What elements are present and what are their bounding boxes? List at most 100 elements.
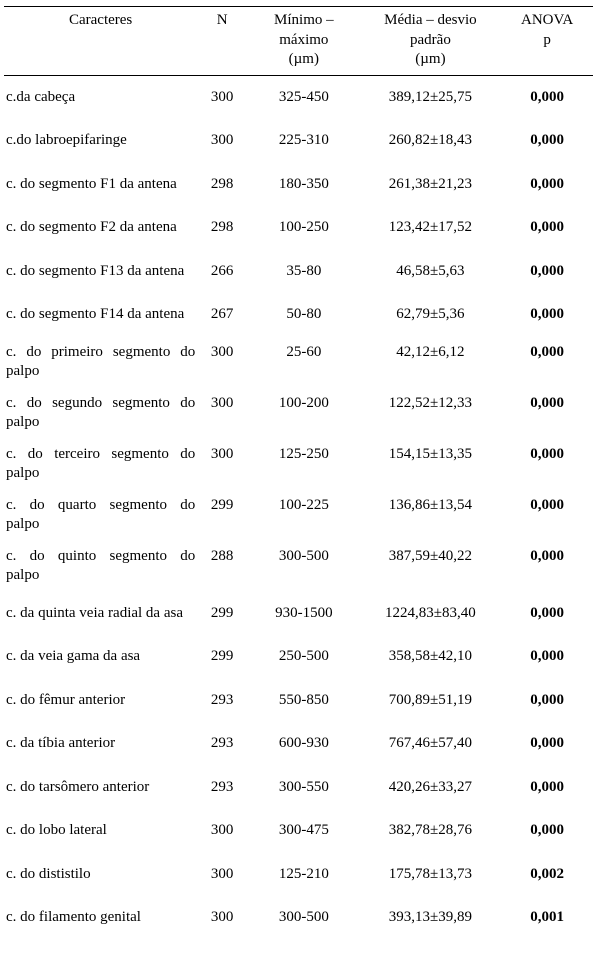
cell-mean-sd: 154,15±13,35 bbox=[360, 439, 502, 490]
cell-anova-p: 0,000 bbox=[501, 635, 593, 679]
cell-min-max: 300-500 bbox=[248, 541, 360, 592]
cell-n: 293 bbox=[196, 679, 248, 723]
table-row: c.do labroepifaringe300225-310260,82±18,… bbox=[4, 119, 593, 163]
cell-n: 266 bbox=[196, 250, 248, 294]
cell-mean-sd: 382,78±28,76 bbox=[360, 809, 502, 853]
cell-mean-sd: 46,58±5,63 bbox=[360, 250, 502, 294]
table-row: c. da veia gama da asa299250-500358,58±4… bbox=[4, 635, 593, 679]
cell-anova-p: 0,002 bbox=[501, 853, 593, 897]
cell-n: 299 bbox=[196, 635, 248, 679]
cell-min-max: 125-250 bbox=[248, 439, 360, 490]
header-mean-sd-l2: padrão bbox=[410, 32, 451, 48]
cell-min-max: 550-850 bbox=[248, 679, 360, 723]
cell-n: 298 bbox=[196, 163, 248, 207]
table-row: c. do segmento F14 da antena26750-8062,7… bbox=[4, 293, 593, 337]
cell-anova-p: 0,000 bbox=[501, 490, 593, 541]
cell-anova-p: 0,000 bbox=[501, 439, 593, 490]
header-mean-sd-l1: Média – desvio bbox=[384, 12, 476, 28]
table-header: Caracteres N Mínimo – máximo (µm) Média … bbox=[4, 7, 593, 76]
cell-n: 300 bbox=[196, 853, 248, 897]
page: Caracteres N Mínimo – máximo (µm) Média … bbox=[0, 0, 597, 960]
cell-caracter: c. do segmento F2 da antena bbox=[4, 206, 196, 250]
cell-n: 300 bbox=[196, 809, 248, 853]
cell-caracter: c. do segmento F1 da antena bbox=[4, 163, 196, 207]
cell-n: 300 bbox=[196, 388, 248, 439]
cell-caracter: c. do terceiro segmento dopalpo bbox=[4, 439, 196, 490]
cell-anova-p: 0,000 bbox=[501, 541, 593, 592]
cell-min-max: 930-1500 bbox=[248, 592, 360, 636]
cell-mean-sd: 358,58±42,10 bbox=[360, 635, 502, 679]
cell-mean-sd: 42,12±6,12 bbox=[360, 337, 502, 388]
table-row: c. do terceiro segmento dopalpo300125-25… bbox=[4, 439, 593, 490]
cell-mean-sd: 136,86±13,54 bbox=[360, 490, 502, 541]
cell-mean-sd: 387,59±40,22 bbox=[360, 541, 502, 592]
cell-caracter-line1: c. do quarto segmento do bbox=[6, 496, 195, 516]
cell-n: 299 bbox=[196, 592, 248, 636]
cell-anova-p: 0,000 bbox=[501, 809, 593, 853]
header-mean-sd: Média – desvio padrão (µm) bbox=[360, 7, 502, 71]
cell-caracter-line1: c. do terceiro segmento do bbox=[6, 445, 195, 465]
cell-anova-p: 0,000 bbox=[501, 206, 593, 250]
cell-caracter: c. da tíbia anterior bbox=[4, 722, 196, 766]
cell-anova-p: 0,000 bbox=[501, 388, 593, 439]
cell-n: 293 bbox=[196, 766, 248, 810]
cell-caracter-line1: c. do segundo segmento do bbox=[6, 394, 195, 414]
cell-min-max: 35-80 bbox=[248, 250, 360, 294]
cell-min-max: 100-250 bbox=[248, 206, 360, 250]
cell-caracter: c. do dististilo bbox=[4, 853, 196, 897]
cell-mean-sd: 1224,83±83,40 bbox=[360, 592, 502, 636]
cell-n: 288 bbox=[196, 541, 248, 592]
cell-min-max: 100-200 bbox=[248, 388, 360, 439]
cell-caracter-line2: palpo bbox=[6, 362, 195, 382]
cell-n: 293 bbox=[196, 722, 248, 766]
cell-mean-sd: 420,26±33,27 bbox=[360, 766, 502, 810]
cell-caracter-line1: c. do quinto segmento do bbox=[6, 547, 195, 567]
cell-anova-p: 0,000 bbox=[501, 722, 593, 766]
table-row: c. da tíbia anterior293600-930767,46±57,… bbox=[4, 722, 593, 766]
cell-caracter: c. do fêmur anterior bbox=[4, 679, 196, 723]
header-mean-sd-l3: (µm) bbox=[415, 51, 445, 67]
cell-min-max: 300-475 bbox=[248, 809, 360, 853]
cell-n: 267 bbox=[196, 293, 248, 337]
cell-caracter: c. do tarsômero anterior bbox=[4, 766, 196, 810]
cell-caracter: c. do quinto segmento dopalpo bbox=[4, 541, 196, 592]
header-anova: ANOVA p bbox=[501, 7, 593, 71]
cell-caracter: c.da cabeça bbox=[4, 75, 196, 119]
cell-mean-sd: 123,42±17,52 bbox=[360, 206, 502, 250]
table-row: c.da cabeça300325-450389,12±25,750,000 bbox=[4, 75, 593, 119]
cell-mean-sd: 122,52±12,33 bbox=[360, 388, 502, 439]
table-row: c. do quarto segmento dopalpo299100-2251… bbox=[4, 490, 593, 541]
cell-anova-p: 0,000 bbox=[501, 163, 593, 207]
cell-caracter-line2: palpo bbox=[6, 515, 195, 535]
cell-mean-sd: 62,79±5,36 bbox=[360, 293, 502, 337]
header-anova-l2: p bbox=[543, 32, 551, 48]
cell-caracter-line2: palpo bbox=[6, 566, 195, 586]
cell-mean-sd: 700,89±51,19 bbox=[360, 679, 502, 723]
cell-anova-p: 0,000 bbox=[501, 250, 593, 294]
cell-mean-sd: 260,82±18,43 bbox=[360, 119, 502, 163]
cell-min-max: 100-225 bbox=[248, 490, 360, 541]
cell-anova-p: 0,000 bbox=[501, 119, 593, 163]
header-min-max-l3: (µm) bbox=[289, 51, 319, 67]
table-row: c. do primeiro segmento dopalpo30025-604… bbox=[4, 337, 593, 388]
cell-anova-p: 0,001 bbox=[501, 896, 593, 940]
table-row: c. do segmento F1 da antena298180-350261… bbox=[4, 163, 593, 207]
cell-n: 299 bbox=[196, 490, 248, 541]
cell-caracter-line1: c. do primeiro segmento do bbox=[6, 343, 195, 363]
cell-caracter-line2: palpo bbox=[6, 413, 195, 433]
cell-anova-p: 0,000 bbox=[501, 766, 593, 810]
cell-caracter: c. da quinta veia radial da asa bbox=[4, 592, 196, 636]
cell-caracter: c. do lobo lateral bbox=[4, 809, 196, 853]
data-table: Caracteres N Mínimo – máximo (µm) Média … bbox=[4, 6, 593, 940]
cell-anova-p: 0,000 bbox=[501, 337, 593, 388]
cell-caracter: c. do primeiro segmento dopalpo bbox=[4, 337, 196, 388]
cell-caracter: c. do filamento genital bbox=[4, 896, 196, 940]
cell-caracter-line2: palpo bbox=[6, 464, 195, 484]
table-row: c. do lobo lateral300300-475382,78±28,76… bbox=[4, 809, 593, 853]
cell-min-max: 50-80 bbox=[248, 293, 360, 337]
cell-mean-sd: 393,13±39,89 bbox=[360, 896, 502, 940]
table-row: c. do fêmur anterior293550-850700,89±51,… bbox=[4, 679, 593, 723]
cell-anova-p: 0,000 bbox=[501, 679, 593, 723]
cell-n: 300 bbox=[196, 337, 248, 388]
cell-caracter: c. do segundo segmento dopalpo bbox=[4, 388, 196, 439]
